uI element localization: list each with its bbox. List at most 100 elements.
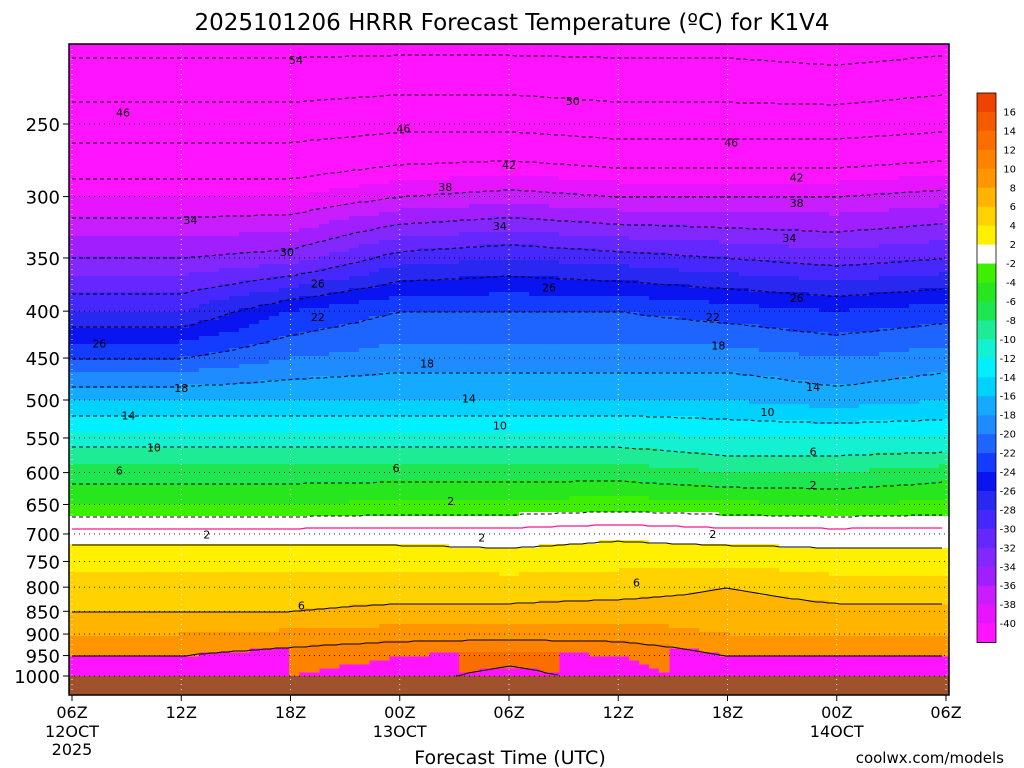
shade-cell — [659, 252, 670, 269]
shade-cell — [129, 216, 140, 237]
shade-cell — [329, 208, 340, 221]
shade-cell — [749, 472, 760, 489]
colorbar-label: -30 — [1000, 524, 1016, 535]
shade-cell — [459, 232, 470, 249]
shade-cell — [429, 196, 440, 209]
shade-cell — [919, 260, 930, 277]
shade-cell — [269, 516, 280, 545]
shade-cell — [109, 544, 120, 573]
shade-cell — [239, 448, 250, 465]
shade-cell — [439, 432, 450, 449]
shade-cell — [349, 644, 360, 665]
shade-cell — [679, 596, 690, 629]
shade-cell — [279, 572, 290, 613]
contour-label: 54 — [289, 54, 303, 67]
shade-cell — [499, 516, 510, 549]
shade-cell — [179, 612, 190, 633]
shade-cell — [619, 416, 630, 433]
shade-cell — [909, 376, 920, 405]
shade-cell — [119, 256, 130, 277]
shade-cell — [779, 328, 790, 353]
shade-cell — [199, 448, 210, 465]
shade-cell — [799, 516, 810, 549]
shade-cell — [459, 312, 470, 345]
shade-cell — [249, 280, 260, 293]
shade-cell — [299, 504, 310, 517]
shade-cell — [919, 604, 930, 637]
shade-cell — [279, 416, 290, 433]
shade-cell — [799, 356, 810, 381]
shade-cell — [859, 456, 870, 473]
shade-cell — [179, 276, 190, 293]
shade-cell — [749, 436, 760, 457]
shade-cell — [129, 44, 140, 197]
shade-cell — [919, 276, 930, 289]
shade-cell — [699, 196, 710, 213]
shade-cell — [439, 516, 450, 545]
shade-cell — [579, 248, 590, 265]
shade-cell — [289, 464, 300, 485]
shade-cell — [599, 312, 610, 345]
shade-cell — [339, 352, 350, 377]
shade-cell — [179, 464, 190, 485]
y-tick-label: 950 — [26, 647, 60, 668]
shade-cell — [889, 468, 900, 485]
colorbar-label: -18 — [1000, 411, 1016, 422]
shade-cell — [929, 576, 940, 605]
shade-cell — [849, 212, 860, 233]
shade-cell — [119, 432, 130, 449]
shade-cell — [439, 572, 450, 605]
shade-cell — [209, 484, 220, 505]
shade-cell — [789, 380, 800, 405]
shade-cell — [359, 448, 370, 465]
shade-cell — [209, 196, 220, 217]
shade-cell — [719, 288, 730, 305]
shade-cell — [499, 576, 510, 605]
shade-cell — [99, 312, 110, 329]
shade-cell — [539, 500, 550, 513]
shade-cell — [69, 276, 80, 293]
shade-cell — [529, 652, 540, 669]
shade-cell — [319, 328, 330, 357]
shade-cell — [89, 388, 100, 401]
shade-cell — [179, 372, 190, 385]
colorbar-swatch — [977, 358, 996, 378]
shade-cell — [939, 480, 949, 501]
shade-cell — [859, 196, 870, 213]
shade-cell — [779, 516, 790, 549]
shade-cell — [829, 296, 840, 313]
shade-cell — [119, 372, 130, 389]
shade-cell — [399, 640, 410, 657]
shade-cell — [899, 44, 910, 177]
shade-cell — [239, 612, 250, 633]
shade-cell — [289, 628, 300, 649]
shade-cell — [659, 452, 670, 469]
shade-cell — [449, 516, 460, 549]
shade-cell — [669, 196, 680, 213]
shade-cell — [529, 432, 540, 449]
colorbar-swatch — [977, 149, 996, 170]
shade-cell — [929, 192, 940, 209]
contour-label: 42 — [502, 159, 516, 172]
shade-cell — [549, 400, 560, 417]
shade-cell — [589, 296, 600, 313]
shade-cell — [659, 240, 670, 253]
shade-cell — [489, 416, 500, 433]
contour-label: 2 — [709, 528, 716, 541]
shade-cell — [379, 212, 390, 229]
shade-cell — [749, 376, 760, 405]
shade-cell — [179, 400, 190, 417]
shade-cell — [549, 416, 560, 433]
shade-cell — [349, 416, 360, 433]
shade-cell — [529, 44, 540, 177]
shade-cell — [289, 572, 300, 613]
shade-cell — [669, 484, 680, 501]
colorbar-swatch — [977, 282, 996, 302]
pressure-axis: 2503003504004505005506006507007508008509… — [14, 115, 69, 688]
shade-cell — [99, 432, 110, 449]
shade-cell — [629, 44, 640, 185]
shade-cell — [249, 544, 260, 573]
shade-cell — [839, 196, 850, 213]
shade-cell — [149, 516, 160, 545]
